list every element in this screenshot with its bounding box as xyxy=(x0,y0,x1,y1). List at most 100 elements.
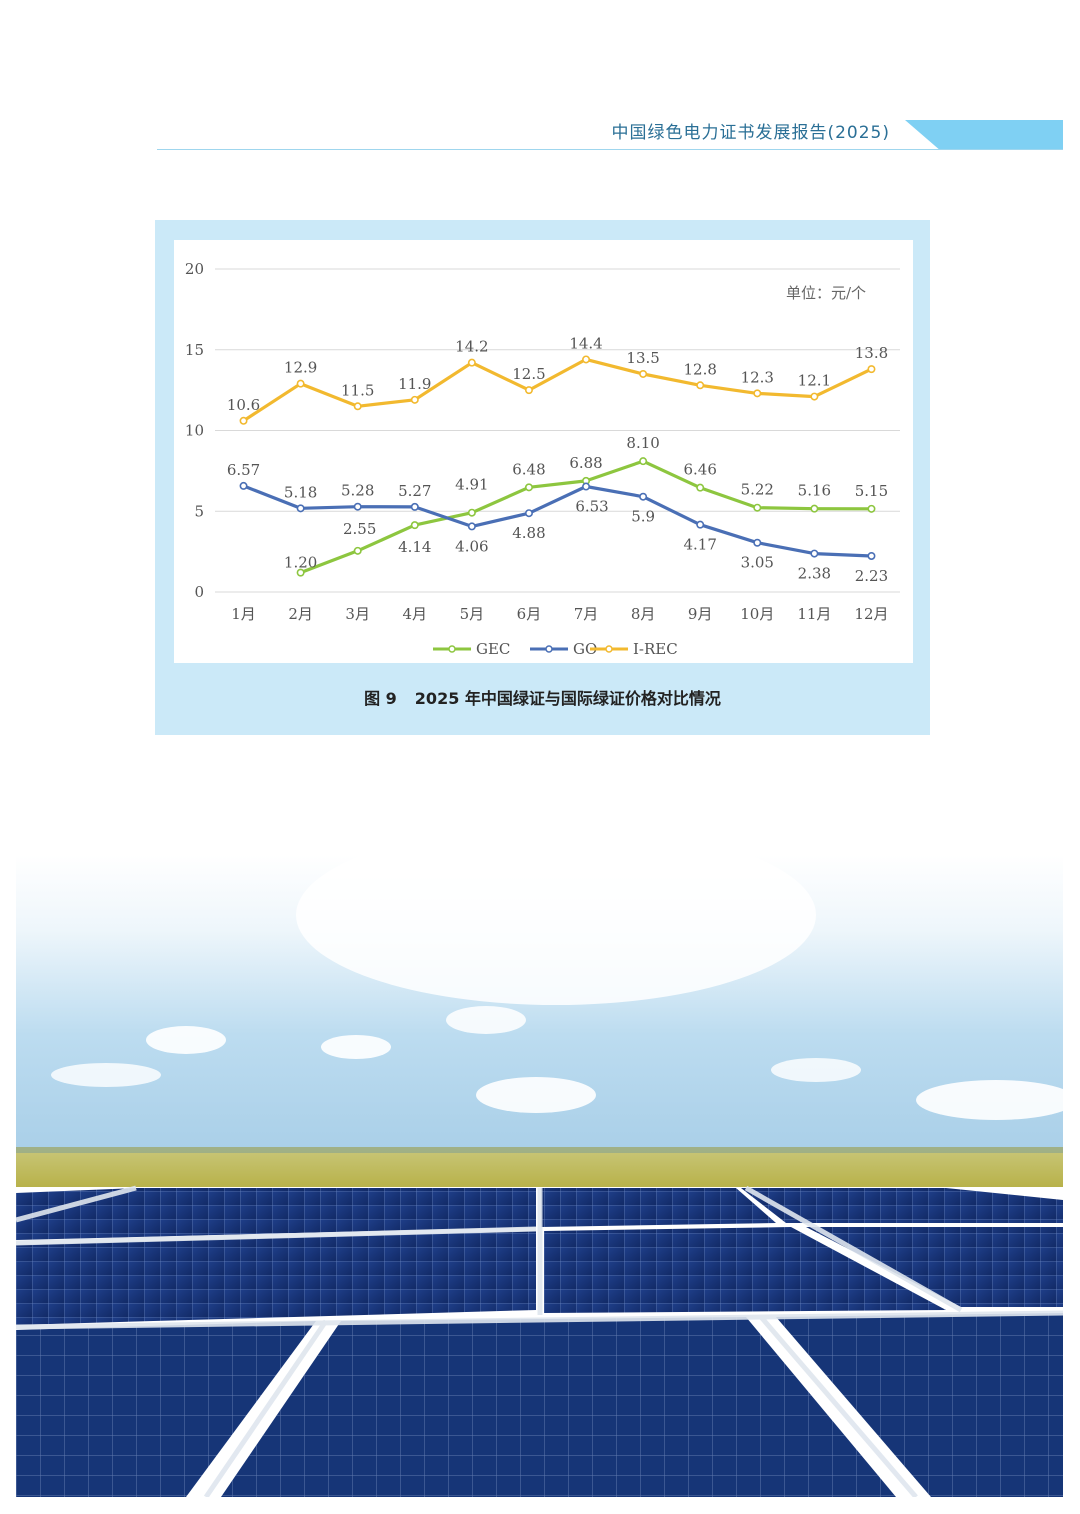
data-label-gec: 5.15 xyxy=(855,482,888,500)
data-point-i-rec xyxy=(467,358,476,367)
data-label-gec: 4.14 xyxy=(398,538,431,556)
legend-layer: GEC GO I-REC xyxy=(433,640,678,658)
data-label-i-rec: 14.4 xyxy=(569,334,602,352)
data-point-i-rec xyxy=(239,416,248,425)
x-tick-label: 5月 xyxy=(460,605,485,623)
data-point-i-rec xyxy=(867,365,876,374)
data-label-gec: 8.10 xyxy=(626,434,659,452)
data-point-gec xyxy=(810,504,819,513)
data-point-gec xyxy=(410,521,419,530)
data-label-go: 6.57 xyxy=(227,461,260,479)
data-point-go xyxy=(524,509,533,518)
data-point-gec xyxy=(867,504,876,513)
data-point-go xyxy=(467,522,476,531)
data-label-gec: 2.55 xyxy=(343,520,376,538)
data-point-go xyxy=(296,504,305,513)
data-point-gec xyxy=(467,508,476,517)
data-point-gec xyxy=(524,483,533,492)
y-tick-label: 5 xyxy=(194,502,204,520)
data-point-go xyxy=(582,482,591,491)
data-label-i-rec: 12.9 xyxy=(284,359,317,377)
y-tick-label: 20 xyxy=(185,260,204,278)
data-point-go xyxy=(239,481,248,490)
data-point-i-rec xyxy=(810,392,819,401)
x-tick-label: 8月 xyxy=(631,605,656,623)
data-label-gec: 4.91 xyxy=(455,476,488,494)
data-label-i-rec: 12.8 xyxy=(684,360,717,378)
data-point-go xyxy=(410,502,419,511)
data-label-gec: 5.16 xyxy=(798,482,831,500)
legend-label-go: GO xyxy=(573,640,597,658)
series-layer xyxy=(239,355,876,577)
data-point-go xyxy=(353,502,362,511)
data-label-i-rec: 12.5 xyxy=(512,365,545,383)
legend-marker-i-rec xyxy=(605,645,613,653)
data-label-gec: 6.46 xyxy=(684,461,717,479)
data-point-i-rec xyxy=(410,395,419,404)
data-label-i-rec: 11.5 xyxy=(341,381,374,399)
data-label-go: 4.17 xyxy=(684,536,717,554)
data-label-gec: 1.20 xyxy=(284,554,317,572)
series-line-go xyxy=(242,484,872,558)
data-label-go: 6.53 xyxy=(575,498,608,516)
x-tick-label: 10月 xyxy=(740,605,774,623)
data-label-go: 4.06 xyxy=(455,537,488,555)
data-point-gec xyxy=(353,546,362,555)
data-point-go xyxy=(753,538,762,547)
axis-layer: 0 5 10 15 20 1月 2月 3月 4月 5月 6月 7月 8月 9月 10月 11月 12月 xyxy=(185,260,889,623)
data-label-gec: 6.48 xyxy=(512,460,545,478)
data-label-i-rec: 12.3 xyxy=(741,368,774,386)
x-tick-label: 11月 xyxy=(797,605,831,623)
data-label-go: 3.05 xyxy=(741,554,774,572)
y-tick-label: 0 xyxy=(194,583,204,601)
data-point-i-rec xyxy=(296,379,305,388)
data-label-i-rec: 13.8 xyxy=(855,344,888,362)
x-tick-label: 3月 xyxy=(345,605,370,623)
report-header-title: 中国绿色电力证书发展报告(2025) xyxy=(611,123,890,143)
figure-number: 图 9 xyxy=(364,689,397,708)
x-tick-label: 2月 xyxy=(288,605,313,623)
x-tick-label: 7月 xyxy=(574,605,599,623)
data-point-gec xyxy=(696,483,705,492)
data-label-i-rec: 12.1 xyxy=(798,372,831,390)
data-label-i-rec: 14.2 xyxy=(455,338,488,356)
data-point-i-rec xyxy=(753,389,762,398)
y-tick-label: 15 xyxy=(185,341,204,359)
data-label-go: 5.18 xyxy=(284,483,317,501)
data-point-i-rec xyxy=(353,402,362,411)
figure-caption: 图 9 2025 年中国绿证与国际绿证价格对比情况 xyxy=(155,685,930,709)
data-point-i-rec xyxy=(639,369,648,378)
legend-marker-go xyxy=(545,645,553,653)
data-label-go: 2.38 xyxy=(798,565,831,583)
data-point-gec xyxy=(753,503,762,512)
y-tick-label: 10 xyxy=(185,422,204,440)
data-point-go xyxy=(696,520,705,529)
data-point-go xyxy=(639,492,648,501)
data-point-go xyxy=(867,551,876,560)
data-point-i-rec xyxy=(524,386,533,395)
unit-label: 单位：元/个 xyxy=(786,284,867,302)
data-point-go xyxy=(810,549,819,558)
data-label-gec: 5.22 xyxy=(741,481,774,499)
data-point-i-rec xyxy=(696,381,705,390)
data-label-go: 5.28 xyxy=(341,482,374,500)
data-label-go: 5.9 xyxy=(631,508,655,526)
data-label-i-rec: 11.9 xyxy=(398,375,431,393)
solar-panel-photo xyxy=(16,855,1063,1497)
header-divider xyxy=(157,149,1063,150)
x-tick-label: 12月 xyxy=(854,605,888,623)
data-point-gec xyxy=(639,457,648,466)
x-tick-label: 6月 xyxy=(517,605,542,623)
data-point-gec xyxy=(296,568,305,577)
x-tick-label: 4月 xyxy=(403,605,428,623)
data-label-go: 2.23 xyxy=(855,567,888,585)
x-tick-label: 1月 xyxy=(231,605,256,623)
data-point-i-rec xyxy=(582,355,591,364)
label-layer: 1.20 2.55 4.14 4.91 6.48 6.88 8.10 6.46 5.22 5.16… xyxy=(227,334,888,585)
data-label-gec: 6.88 xyxy=(569,454,602,472)
data-label-i-rec: 13.5 xyxy=(626,349,659,367)
grid-layer xyxy=(215,268,900,593)
data-label-i-rec: 10.6 xyxy=(227,396,260,414)
legend-label-i-rec: I-REC xyxy=(633,640,678,658)
x-tick-label: 9月 xyxy=(688,605,713,623)
